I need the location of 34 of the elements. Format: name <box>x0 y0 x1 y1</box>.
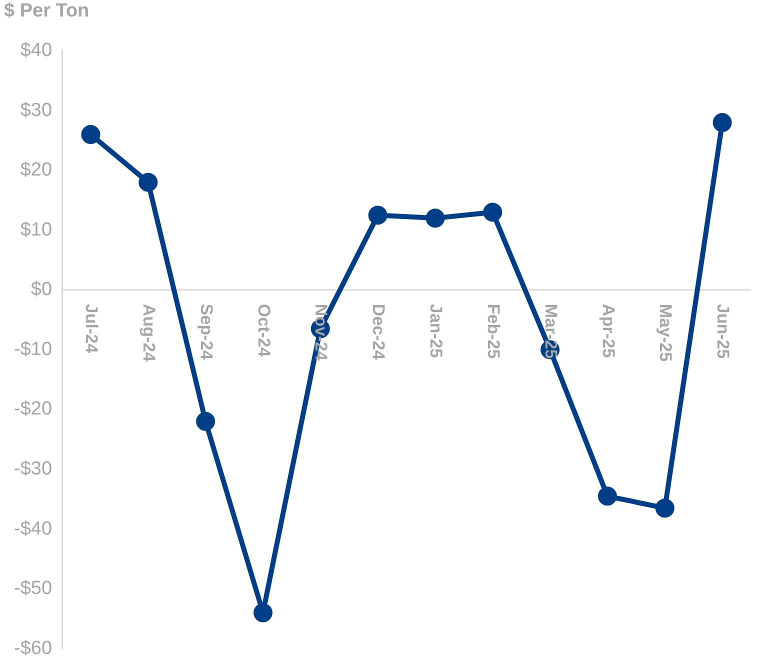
point <box>598 486 617 506</box>
x-tick-label: Feb-25 <box>484 304 503 359</box>
x-tick-label: Apr-25 <box>598 304 618 358</box>
point <box>253 603 272 622</box>
x-tick-label: Nov-24 <box>312 304 331 362</box>
point <box>196 412 216 431</box>
point <box>655 498 674 518</box>
x-tick-label: Aug-24 <box>139 304 158 362</box>
point <box>426 208 445 228</box>
point <box>368 206 388 225</box>
y-tick-label: $10 <box>20 219 52 240</box>
y-tick-label: -$30 <box>14 458 52 480</box>
x-tick-label: Jun-25 <box>714 304 733 359</box>
y-tick-label: -$20 <box>14 398 52 420</box>
y-tick-label: $40 <box>20 40 52 62</box>
x-tick-label: Oct-24 <box>254 304 274 358</box>
point <box>483 202 502 222</box>
x-tick-label: Jan-25 <box>426 304 446 358</box>
y-tick-label: $20 <box>20 160 52 181</box>
y-tick-label: $30 <box>20 100 52 121</box>
y-tick-label: -$50 <box>14 578 52 600</box>
x-tick-label: Mar-25 <box>541 304 560 359</box>
y-tick-label: -$40 <box>14 518 52 540</box>
x-tick-label: Sep-24 <box>196 304 216 360</box>
y-tick-label: $0 <box>30 279 52 300</box>
y-tick-label: -$60 <box>14 638 52 659</box>
chart-title: $ Per Ton <box>4 0 90 22</box>
point <box>81 124 100 144</box>
point <box>138 172 158 192</box>
point <box>712 113 732 132</box>
x-tick-label: Dec-24 <box>369 304 388 360</box>
y-tick-label: -$10 <box>14 338 52 360</box>
x-tick-label: May-25 <box>656 304 676 362</box>
x-tick-label: Jul-24 <box>82 304 102 354</box>
